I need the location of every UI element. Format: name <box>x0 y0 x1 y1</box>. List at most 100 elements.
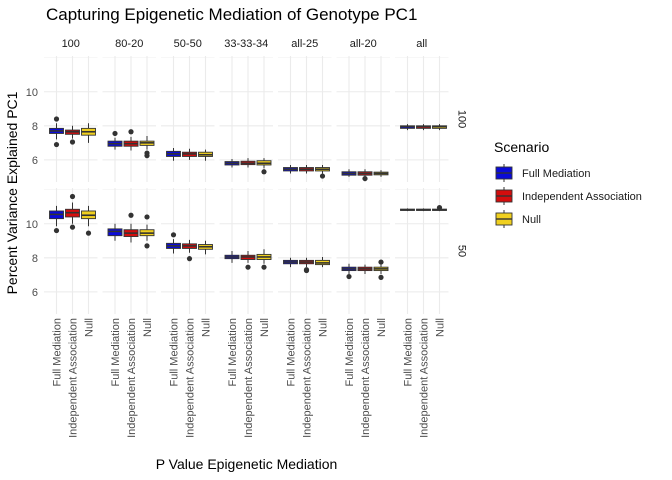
panel-background <box>44 56 98 182</box>
outlier-point <box>186 256 193 262</box>
column-strip-label: all <box>416 38 427 50</box>
boxplot-group <box>107 130 123 150</box>
outlier-point <box>245 264 251 270</box>
outlier-point <box>346 273 352 280</box>
column-strip-label: all-25 <box>291 38 318 50</box>
boxplot-group <box>400 124 415 131</box>
y-tick-label: 10 <box>26 87 38 99</box>
panel-background <box>278 56 332 182</box>
boxplot-group <box>299 164 314 174</box>
boxplot-group <box>315 164 330 179</box>
boxplot-group <box>416 124 431 131</box>
x-tick-label: Null <box>435 318 447 337</box>
x-tick-label: Full Mediation <box>286 318 298 386</box>
column-strip-label: 80-20 <box>115 38 143 50</box>
column-strip-label: 100 <box>62 38 80 50</box>
boxplot-group <box>256 158 272 175</box>
boxplot-group <box>81 205 96 236</box>
boxplot-group <box>315 256 330 268</box>
panel-background <box>102 56 156 182</box>
boxplot-group <box>139 136 155 159</box>
boxplot-group <box>182 148 197 160</box>
x-tick-label: Independent Association <box>68 318 80 438</box>
boxplot-group <box>198 240 213 255</box>
x-tick-label: Full Mediation <box>52 318 64 386</box>
panel-background <box>102 188 156 314</box>
facet-panels: 6 8 10 100 6 8 10 50 100 80-20 50-50 33-33-34 all-25… <box>26 38 468 438</box>
panel-background <box>336 56 390 182</box>
x-tick-label: Independent Association <box>243 318 255 438</box>
x-tick-label: Null <box>376 318 388 337</box>
boxplot-group <box>432 204 447 212</box>
x-tick-label: Full Mediation <box>169 318 181 386</box>
chart-title: Capturing Epigenetic Mediation of Genoty… <box>46 5 417 24</box>
box <box>107 228 123 237</box>
boxplot-group <box>224 251 240 263</box>
x-axis-title: P Value Epigenetic Mediation <box>156 456 338 472</box>
panel-background <box>44 188 98 314</box>
boxplot-group <box>357 264 373 274</box>
boxplot-group <box>373 170 389 177</box>
outlier-point <box>261 264 267 270</box>
boxplot-group <box>123 129 139 151</box>
legend-label: Full Mediation <box>522 168 590 180</box>
outlier-point <box>53 227 60 234</box>
row-strip-label: 100 <box>456 110 468 128</box>
outlier-point <box>144 153 150 159</box>
x-tick-label: Full Mediation <box>344 318 356 386</box>
x-tick-label: Full Mediation <box>403 318 415 386</box>
x-tick-label: Null <box>318 318 330 337</box>
outlier-point <box>144 243 150 249</box>
panel-background <box>336 188 390 314</box>
boxplot-group <box>341 263 357 280</box>
y-axis-title: Percent Variance Explained PC1 <box>4 91 20 294</box>
panel-background <box>395 56 449 182</box>
boxplot-group <box>400 208 415 212</box>
outlier-point <box>112 130 118 137</box>
y-tick-label: 8 <box>32 253 38 265</box>
outlier-point <box>53 116 60 122</box>
legend: Scenario Full Mediation Independent Assoc… <box>494 139 642 229</box>
outlier-point <box>85 230 92 236</box>
outlier-point <box>69 139 76 145</box>
boxplot-group <box>166 147 181 161</box>
y-tick-label: 8 <box>32 121 38 133</box>
x-tick-label: Null <box>201 318 213 337</box>
y-tick-label: 6 <box>32 155 38 167</box>
boxplot-group <box>198 149 213 161</box>
outlier-point <box>303 267 310 274</box>
row-strip-label: 50 <box>456 245 468 257</box>
outlier-point <box>170 232 177 238</box>
x-tick-label: Independent Association <box>360 318 372 438</box>
x-tick-label: Independent Association <box>126 318 138 438</box>
boxplot-group <box>432 124 447 131</box>
boxplot-group <box>123 212 139 243</box>
panel-background <box>278 188 332 314</box>
outlier-point <box>53 141 60 148</box>
legend-label: Independent Association <box>522 191 642 203</box>
outlier-point <box>128 212 134 218</box>
boxplot-group <box>373 259 389 280</box>
outlier-point <box>69 224 76 230</box>
y-tick-label: 10 <box>26 219 38 231</box>
boxplot-group <box>182 239 197 262</box>
outlier-point <box>378 259 384 265</box>
legend-title: Scenario <box>494 139 549 155</box>
outlier-point <box>362 175 368 182</box>
x-tick-label: Null <box>84 318 96 337</box>
x-tick-label: Independent Association <box>185 318 197 438</box>
legend-label: Null <box>522 214 541 226</box>
outlier-point <box>436 204 443 211</box>
boxplot-group <box>256 249 272 270</box>
boxplot-group <box>299 257 314 274</box>
x-tick-label: Null <box>259 318 271 337</box>
outlier-point <box>319 173 326 179</box>
outlier-point <box>144 214 150 220</box>
boxplot-group <box>283 164 298 174</box>
boxplot-group <box>224 159 240 168</box>
x-tick-label: Full Mediation <box>110 318 122 386</box>
boxplot-group <box>283 257 298 268</box>
boxplot-group <box>357 169 373 182</box>
